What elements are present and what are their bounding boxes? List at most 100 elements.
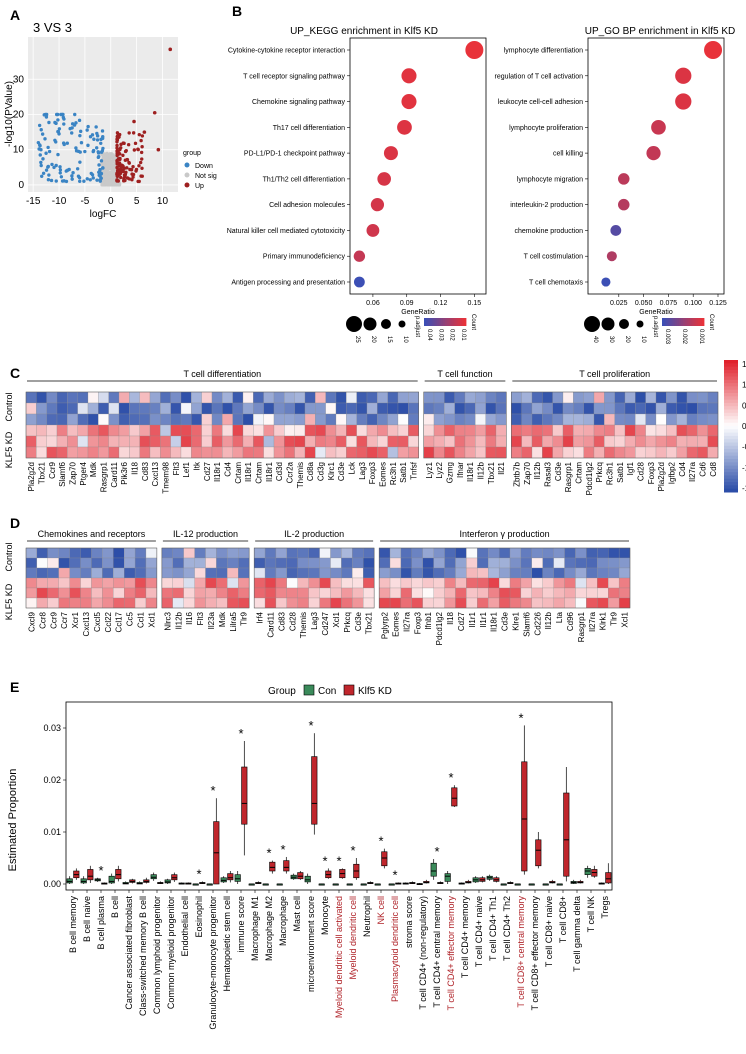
heatmap-gene-label: Rasal3 (544, 461, 553, 486)
volcano-point-down (54, 140, 58, 144)
heatmap-cell (335, 435, 347, 448)
volcano-point-down (44, 168, 49, 172)
heatmap-gene-label: Cd3e (501, 611, 510, 631)
kegg-color-legend-gradient (440, 318, 444, 326)
heatmap-gene-label: Cxcl13 (82, 611, 91, 636)
heatmap-cell (201, 446, 213, 459)
heatmap-cell (531, 402, 543, 415)
volcano-ylabel: -log10(PValue) (4, 81, 15, 147)
heatmap-cell (498, 587, 511, 599)
gobp-color-legend-gradient (695, 318, 699, 326)
gobp-category-label: T cell chemotaxis (529, 280, 583, 287)
heatmap-cell (387, 402, 399, 415)
volcano-point-down (95, 146, 99, 150)
heatmap-cell (191, 402, 202, 415)
heatmap-cell (455, 597, 467, 609)
heatmap-cell (149, 413, 161, 426)
heatmap-cell (454, 402, 466, 415)
heatmap-cell (387, 413, 399, 426)
heatmap-cell (25, 587, 38, 599)
volcano-point-down (70, 177, 74, 181)
heatmap-cell (341, 577, 353, 589)
colorbar-segment (724, 366, 738, 371)
heatmap-cell (87, 413, 99, 426)
volcano-point-down (39, 163, 43, 168)
heatmap-cell (444, 446, 455, 459)
heatmap-cell (134, 557, 147, 569)
gobp-category-label: lymphocyte proliferation (509, 125, 583, 132)
heatmap-gene-label: Cd3e (354, 611, 363, 631)
heatmap-cell (304, 424, 316, 437)
gobp-color-legend-label: 0.002 (681, 329, 687, 345)
heatmap-cell (509, 587, 522, 599)
heatmap-cell (397, 402, 409, 415)
heatmap-gene-label: Cd3d (275, 462, 284, 481)
heatmap-cell (47, 597, 59, 609)
colorbar-segment (724, 373, 738, 377)
heatmap-cell (433, 446, 445, 459)
heatmap-cell (183, 597, 195, 609)
heatmap-gene-label: Prkcq (343, 612, 352, 632)
heatmap-c-row-kd: KLF5 KD (4, 431, 14, 468)
colorbar-tick-label: -1.5 (742, 484, 746, 493)
heatmap-cell (618, 547, 631, 559)
heatmap-cell (586, 587, 598, 599)
gobp-color-legend-gradient (701, 318, 705, 326)
heatmap-cell (129, 391, 140, 404)
heatmap-cell (520, 567, 532, 579)
heatmap-cell (254, 597, 266, 609)
heatmap-cell (113, 547, 125, 559)
heatmap-cell (686, 413, 698, 426)
heatmap-cell (542, 391, 553, 404)
box-con-box (80, 878, 87, 884)
heatmap-cell (511, 435, 522, 448)
heatmap-cell (422, 577, 434, 589)
heatmap-cell (593, 446, 605, 459)
heatmap-cell (273, 424, 285, 437)
heatmap-cell (531, 435, 543, 448)
box-legend-swatch-con (303, 684, 315, 696)
heatmap-cell (80, 567, 92, 579)
kegg-color-legend-gradient (457, 318, 461, 326)
heatmap-cell (520, 587, 532, 599)
heatmap-cell (242, 413, 254, 426)
heatmap-cell (91, 577, 103, 589)
kegg-category-label: Cell adhesion molecules (269, 202, 345, 209)
panel-letter-c: C (10, 365, 20, 381)
heatmap-cell (222, 446, 233, 459)
heatmap-cell (108, 413, 120, 426)
heatmap-cell (205, 577, 217, 589)
heatmap-cell (77, 446, 89, 459)
heatmap-cell (304, 446, 316, 459)
volcano-point-notsig (108, 175, 113, 179)
colorbar-tick-label: 0.5 (742, 401, 746, 410)
heatmap-cell (573, 402, 584, 415)
heatmap-cell (263, 446, 275, 459)
heatmap-cell (47, 587, 59, 599)
volcano-point-down (99, 150, 104, 154)
heatmap-cell (475, 402, 486, 415)
box-significance-star: * (434, 844, 439, 859)
heatmap-cell (411, 567, 423, 579)
heatmap-cell (149, 424, 161, 437)
volcano-point-up (129, 168, 134, 172)
heatmap-cell (389, 597, 402, 609)
heatmap-cell (433, 587, 445, 599)
heatmap-gene-label: Tnfsf (410, 461, 419, 480)
heatmap-cell (542, 547, 554, 559)
volcano-x-tick-label: 0 (108, 196, 114, 207)
heatmap-cell (697, 413, 708, 426)
volcano-point-up (120, 168, 124, 173)
heatmap-cell (172, 567, 184, 579)
heatmap-cell (573, 391, 584, 404)
heatmap-cell (366, 424, 378, 437)
volcano-title: 3 VS 3 (33, 20, 72, 35)
heatmap-gene-label: Foxp3 (413, 611, 422, 634)
heatmap-cell (346, 402, 357, 415)
colorbar-segment (724, 462, 738, 467)
heatmap-cell (635, 424, 646, 437)
heatmap-cell (686, 402, 698, 415)
heatmap-cell (67, 391, 78, 404)
volcano-point-down (76, 149, 81, 154)
heatmap-cell (180, 435, 192, 448)
